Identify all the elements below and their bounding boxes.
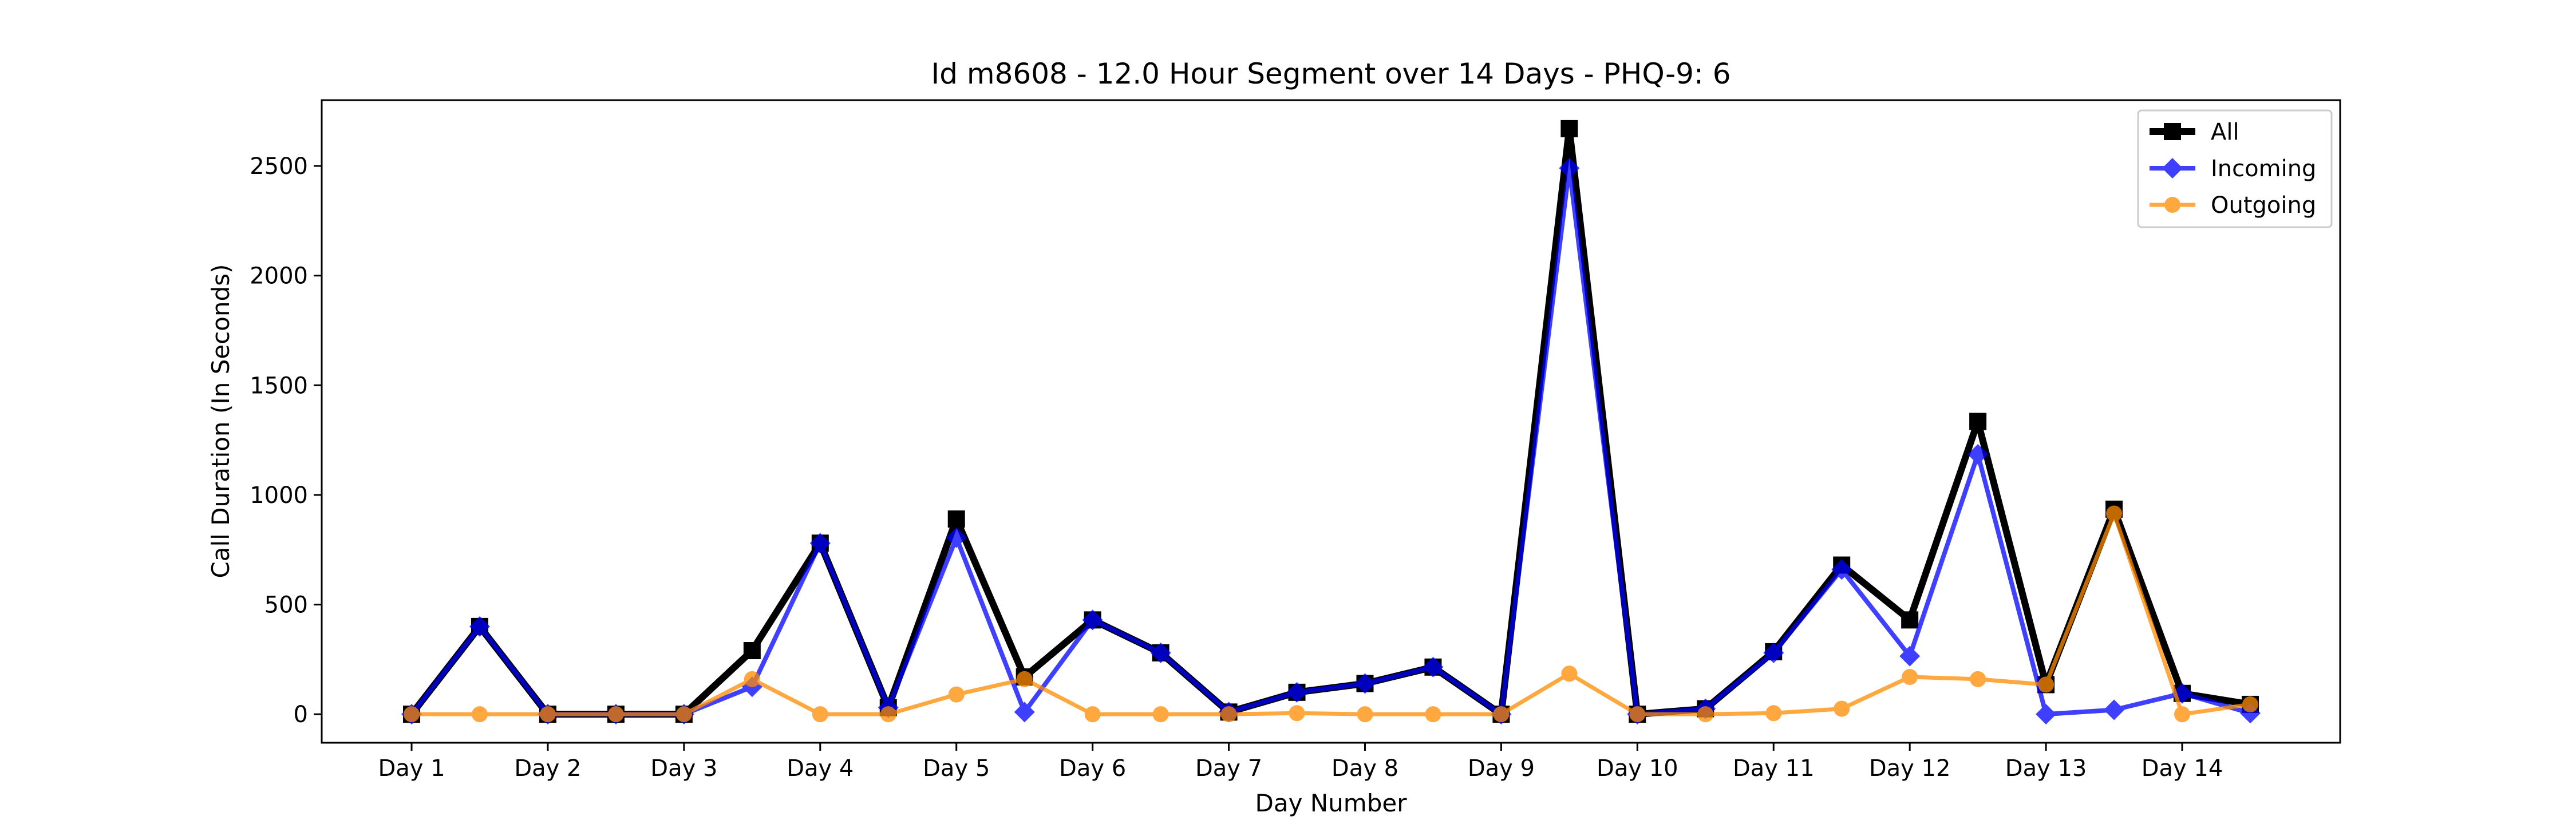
- data-point-outgoing: [1561, 665, 1578, 682]
- data-point-incoming: [1831, 559, 1852, 580]
- series-line-outgoing: [412, 511, 2251, 716]
- data-point-outgoing: [2038, 676, 2055, 693]
- data-point-outgoing: [2174, 706, 2191, 723]
- y-tick-label: 500: [264, 592, 308, 619]
- series-layer: [401, 120, 2261, 725]
- data-point-incoming: [946, 527, 967, 548]
- data-point-incoming: [469, 616, 490, 637]
- y-tick-label: 2000: [250, 263, 308, 290]
- legend: All Incoming Outgoing: [2137, 109, 2333, 228]
- data-point-incoming: [2104, 699, 2125, 720]
- legend-frame: [2137, 109, 2333, 228]
- data-point-outgoing: [1289, 705, 1305, 722]
- legend-label: Outgoing: [2211, 192, 2316, 219]
- x-tick-label: Day 7: [1195, 755, 1262, 782]
- y-axis-label: Call Duration (In Seconds): [207, 264, 235, 578]
- x-tick-label: Day 4: [787, 755, 854, 782]
- data-point-outgoing: [2242, 696, 2258, 712]
- data-point-all: [1969, 413, 1987, 430]
- x-tick-label: Day 14: [2142, 755, 2223, 782]
- legend-marker: [2164, 123, 2181, 140]
- data-point-outgoing: [1697, 706, 1714, 723]
- x-tick-label: Day 3: [650, 755, 717, 782]
- legend-marker: [2162, 158, 2183, 179]
- x-tick-label: Day 13: [2005, 755, 2087, 782]
- y-tick-label: 1500: [250, 373, 308, 399]
- data-point-incoming: [809, 533, 831, 554]
- data-point-incoming: [1354, 673, 1376, 694]
- data-point-all: [1560, 120, 1578, 137]
- x-tick-label: Day 2: [514, 755, 581, 782]
- legend-item: [2150, 158, 2195, 179]
- data-point-outgoing: [880, 706, 896, 723]
- data-point-outgoing: [1084, 706, 1101, 723]
- y-tick-label: 1000: [250, 482, 308, 509]
- x-tick-label: Day 9: [1468, 755, 1535, 782]
- data-point-outgoing: [1425, 706, 1441, 723]
- data-point-outgoing: [1629, 706, 1646, 723]
- data-point-outgoing: [1902, 669, 1918, 686]
- data-point-outgoing: [2106, 505, 2123, 522]
- x-tick-label: Day 8: [1332, 755, 1398, 782]
- data-point-incoming: [1150, 642, 1171, 663]
- y-tick-label: 0: [294, 702, 308, 728]
- data-point-outgoing: [607, 706, 624, 723]
- data-point-incoming: [1763, 642, 1784, 663]
- series-all: [403, 120, 2259, 723]
- x-axis-label: Day Number: [1255, 789, 1407, 817]
- legend-item: [2150, 197, 2195, 213]
- data-point-outgoing: [1493, 706, 1510, 723]
- x-axis-ticks: Day 1 Day 2 Day 3 Day 4 Day 5 Day 6 Day 7 Day 8…: [378, 743, 2223, 782]
- series-outgoing: [404, 505, 2258, 723]
- data-point-incoming: [1286, 682, 1307, 703]
- data-point-incoming: [1423, 656, 1444, 678]
- legend-item: [2150, 123, 2195, 140]
- data-point-outgoing: [812, 706, 828, 723]
- y-axis-ticks: 0 500 1000 1500 2000 2500: [250, 153, 322, 728]
- data-point-incoming: [1014, 702, 1035, 723]
- data-point-outgoing: [539, 706, 556, 723]
- y-tick-label: 2500: [250, 153, 308, 180]
- data-point-outgoing: [471, 706, 488, 723]
- data-point-outgoing: [1834, 700, 1850, 717]
- data-point-incoming: [1899, 645, 1921, 667]
- data-point-outgoing: [1016, 671, 1033, 687]
- data-point-all: [743, 642, 761, 660]
- data-point-all: [947, 510, 965, 528]
- series-line-incoming: [409, 165, 2251, 717]
- data-point-outgoing: [1220, 706, 1237, 723]
- x-tick-label: Day 11: [1733, 755, 1815, 782]
- legend-label: Incoming: [2211, 156, 2316, 182]
- legend-marker: [2164, 197, 2180, 213]
- data-point-incoming: [2036, 704, 2057, 725]
- x-tick-label: Day 6: [1059, 755, 1126, 782]
- data-point-outgoing: [948, 686, 965, 703]
- data-point-outgoing: [675, 706, 692, 723]
- x-tick-label: Day 1: [378, 755, 445, 782]
- data-point-incoming: [1559, 157, 1580, 179]
- chart-title: Id m8608 - 12.0 Hour Segment over 14 Day…: [931, 57, 1730, 90]
- data-point-outgoing: [1970, 671, 1986, 687]
- x-tick-label: Day 10: [1597, 755, 1678, 782]
- data-point-outgoing: [1357, 706, 1373, 723]
- data-point-all: [1901, 611, 1919, 629]
- data-point-outgoing: [1765, 705, 1782, 722]
- data-point-outgoing: [744, 671, 760, 687]
- plot-area-frame: [321, 99, 2341, 744]
- legend-label: All: [2211, 119, 2239, 145]
- x-tick-label: Day 12: [1869, 755, 1951, 782]
- data-point-incoming: [1082, 609, 1103, 631]
- data-point-incoming: [1967, 443, 1989, 465]
- x-tick-label: Day 5: [923, 755, 990, 782]
- data-point-outgoing: [1152, 706, 1169, 723]
- data-point-outgoing: [404, 706, 420, 723]
